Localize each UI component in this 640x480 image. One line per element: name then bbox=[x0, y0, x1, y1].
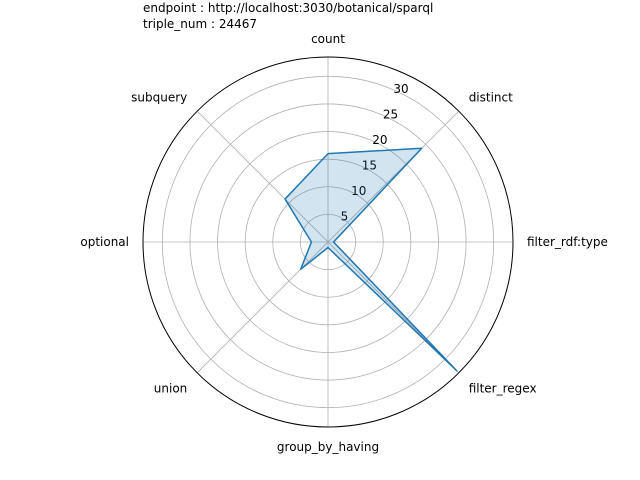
polar-grid: 510 15 20 25 30 bbox=[142, 56, 514, 428]
r-tick-label: 10 bbox=[351, 184, 366, 198]
axis-labels: count distinct filter_rdf:type filter_regex… bbox=[80, 32, 608, 454]
chart-title-line-2: triple_num : 24467 bbox=[143, 17, 257, 31]
r-tick-label: 30 bbox=[393, 82, 408, 96]
category-label-optional: optional bbox=[80, 235, 129, 249]
r-tick-label: 15 bbox=[362, 158, 377, 172]
r-tick-label: 25 bbox=[383, 107, 398, 121]
category-label-count: count bbox=[311, 32, 345, 46]
category-label-distinct: distinct bbox=[469, 90, 513, 104]
r-tick-label: 5 bbox=[341, 209, 349, 223]
series-fill bbox=[285, 148, 457, 371]
r-tick-label: 20 bbox=[372, 133, 387, 147]
series-line bbox=[284, 147, 458, 372]
outer-ring bbox=[142, 56, 514, 428]
series-area bbox=[284, 147, 458, 372]
spoke-line bbox=[196, 241, 329, 374]
category-label-subquery: subquery bbox=[131, 90, 187, 104]
category-label-union: union bbox=[154, 382, 188, 396]
chart-title-line-1: endpoint : http://localhost:3030/botanic… bbox=[143, 1, 433, 15]
spoke-line bbox=[327, 110, 460, 243]
category-label-filter-rdf-type: filter_rdf:type bbox=[527, 235, 608, 249]
spoke-line bbox=[196, 110, 329, 243]
category-label-filter-regex: filter_regex bbox=[469, 382, 537, 396]
category-label-group-by-having: group_by_having bbox=[277, 440, 379, 454]
